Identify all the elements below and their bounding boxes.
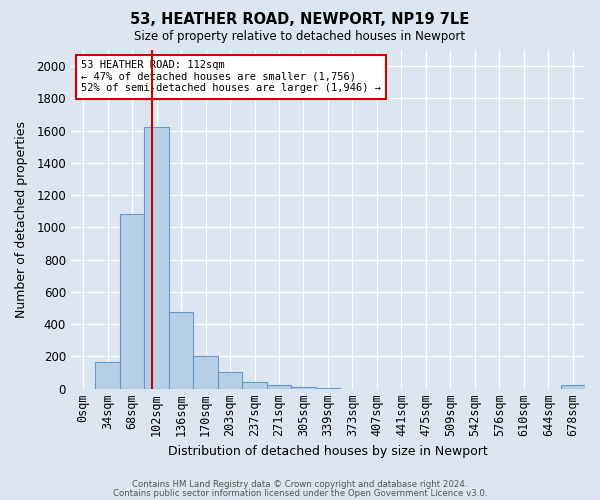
Bar (193, 356, 218, 388)
Bar (169, 312, 193, 388)
Bar (120, 214, 145, 388)
Text: 53, HEATHER ROAD, NEWPORT, NP19 7LE: 53, HEATHER ROAD, NEWPORT, NP19 7LE (130, 12, 470, 28)
Bar (95, 362, 120, 388)
Y-axis label: Number of detached properties: Number of detached properties (15, 121, 28, 318)
Bar (218, 372, 242, 388)
X-axis label: Distribution of detached houses by size in Newport: Distribution of detached houses by size … (168, 444, 488, 458)
Text: 53 HEATHER ROAD: 112sqm
← 47% of detached houses are smaller (1,756)
52% of semi: 53 HEATHER ROAD: 112sqm ← 47% of detache… (81, 60, 381, 94)
Bar (267, 386, 291, 388)
Text: Contains HM Land Registry data © Crown copyright and database right 2024.: Contains HM Land Registry data © Crown c… (132, 480, 468, 489)
Bar (242, 382, 267, 388)
Bar (291, 387, 316, 388)
Text: Size of property relative to detached houses in Newport: Size of property relative to detached ho… (134, 30, 466, 43)
Text: Contains public sector information licensed under the Open Government Licence v3: Contains public sector information licen… (113, 489, 487, 498)
Bar (145, 128, 169, 388)
Bar (560, 386, 585, 388)
